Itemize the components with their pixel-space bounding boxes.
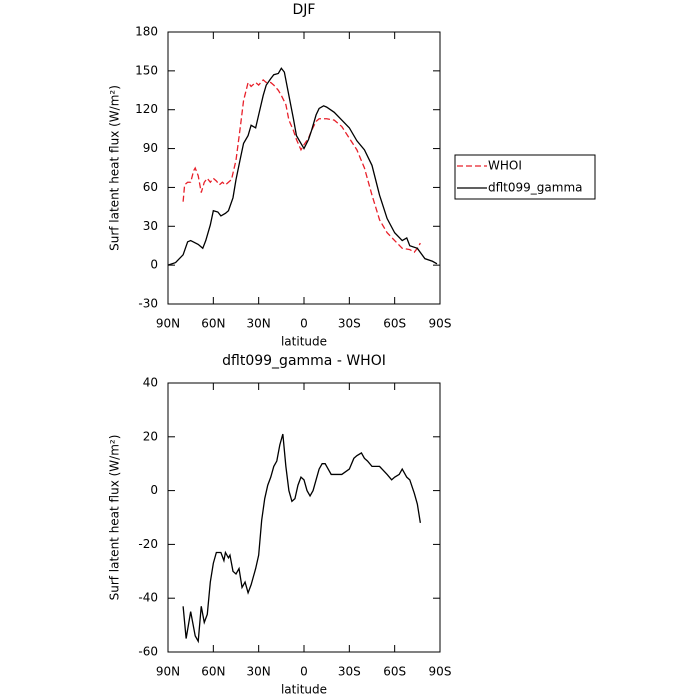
y-tick-label: -40 — [138, 591, 158, 605]
y-axis-label: Surf latent heat flux (W/m²) — [108, 85, 122, 251]
y-tick-label: 30 — [143, 219, 158, 233]
data-line — [182, 433, 421, 644]
legend-label: WHOI — [488, 159, 522, 173]
y-axis-label: Surf latent heat flux (W/m²) — [108, 435, 122, 601]
y-tick-label: 0 — [150, 258, 158, 272]
legend-box — [454, 154, 596, 200]
data-line — [182, 79, 421, 254]
y-tick-label: -30 — [138, 297, 158, 311]
plot-frame — [167, 382, 441, 653]
x-tick-label: 90S — [429, 665, 452, 679]
x-tick-label: 60N — [201, 317, 225, 331]
x-axis-label: latitude — [281, 335, 327, 349]
x-tick-label: 90S — [429, 317, 452, 331]
x-tick-label: 60N — [201, 665, 225, 679]
y-tick-label: 60 — [143, 180, 158, 194]
x-tick-label: 30S — [338, 665, 361, 679]
chart-title: dflt099_gamma - WHOI — [222, 353, 386, 369]
y-tick-label: 120 — [135, 102, 158, 116]
x-tick-label: 0 — [300, 317, 308, 331]
plot-frame — [167, 31, 441, 305]
x-tick-label: 60S — [383, 665, 406, 679]
x-tick-label: 30N — [247, 665, 271, 679]
y-tick-label: -60 — [138, 645, 158, 659]
x-tick-label: 0 — [300, 665, 308, 679]
y-tick-label: 20 — [143, 429, 158, 443]
chart-title: DJF — [293, 2, 316, 18]
x-tick-label: 30N — [247, 317, 271, 331]
x-tick-label: 30S — [338, 317, 361, 331]
y-tick-label: -20 — [138, 537, 158, 551]
x-tick-label: 90N — [156, 665, 180, 679]
x-tick-label: 60S — [383, 317, 406, 331]
y-tick-label: 0 — [150, 483, 158, 497]
x-tick-label: 90N — [156, 317, 180, 331]
y-tick-label: 150 — [135, 63, 158, 77]
legend-label: dflt099_gamma — [488, 181, 583, 195]
y-tick-label: 40 — [143, 376, 158, 390]
y-tick-label: 180 — [135, 25, 158, 39]
x-axis-label: latitude — [281, 683, 327, 697]
y-tick-label: 90 — [143, 141, 158, 155]
data-line — [167, 67, 438, 266]
